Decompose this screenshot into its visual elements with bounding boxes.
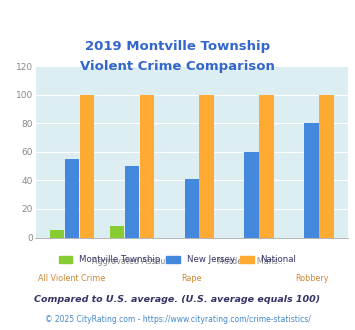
Text: Violent Crime Comparison: Violent Crime Comparison xyxy=(80,60,275,73)
Bar xyxy=(125,166,139,238)
Bar xyxy=(304,123,319,238)
Text: Aggravated Assault: Aggravated Assault xyxy=(92,257,171,266)
Text: 2019 Montville Township: 2019 Montville Township xyxy=(85,40,270,53)
Legend: Montville Township, New Jersey, National: Montville Township, New Jersey, National xyxy=(55,252,300,268)
Bar xyxy=(80,95,94,238)
Text: All Violent Crime: All Violent Crime xyxy=(38,274,105,283)
Text: Rape: Rape xyxy=(181,274,202,283)
Bar xyxy=(200,95,214,238)
Text: Robbery: Robbery xyxy=(295,274,328,283)
Bar xyxy=(50,230,64,238)
Text: Murder & Mans...: Murder & Mans... xyxy=(217,257,286,266)
Bar xyxy=(140,95,154,238)
Bar xyxy=(319,95,334,238)
Bar xyxy=(110,226,124,238)
Bar xyxy=(65,159,79,238)
Bar xyxy=(245,152,259,238)
Text: Compared to U.S. average. (U.S. average equals 100): Compared to U.S. average. (U.S. average … xyxy=(34,295,321,304)
Bar xyxy=(260,95,274,238)
Bar xyxy=(185,179,199,238)
Text: © 2025 CityRating.com - https://www.cityrating.com/crime-statistics/: © 2025 CityRating.com - https://www.city… xyxy=(45,315,310,324)
